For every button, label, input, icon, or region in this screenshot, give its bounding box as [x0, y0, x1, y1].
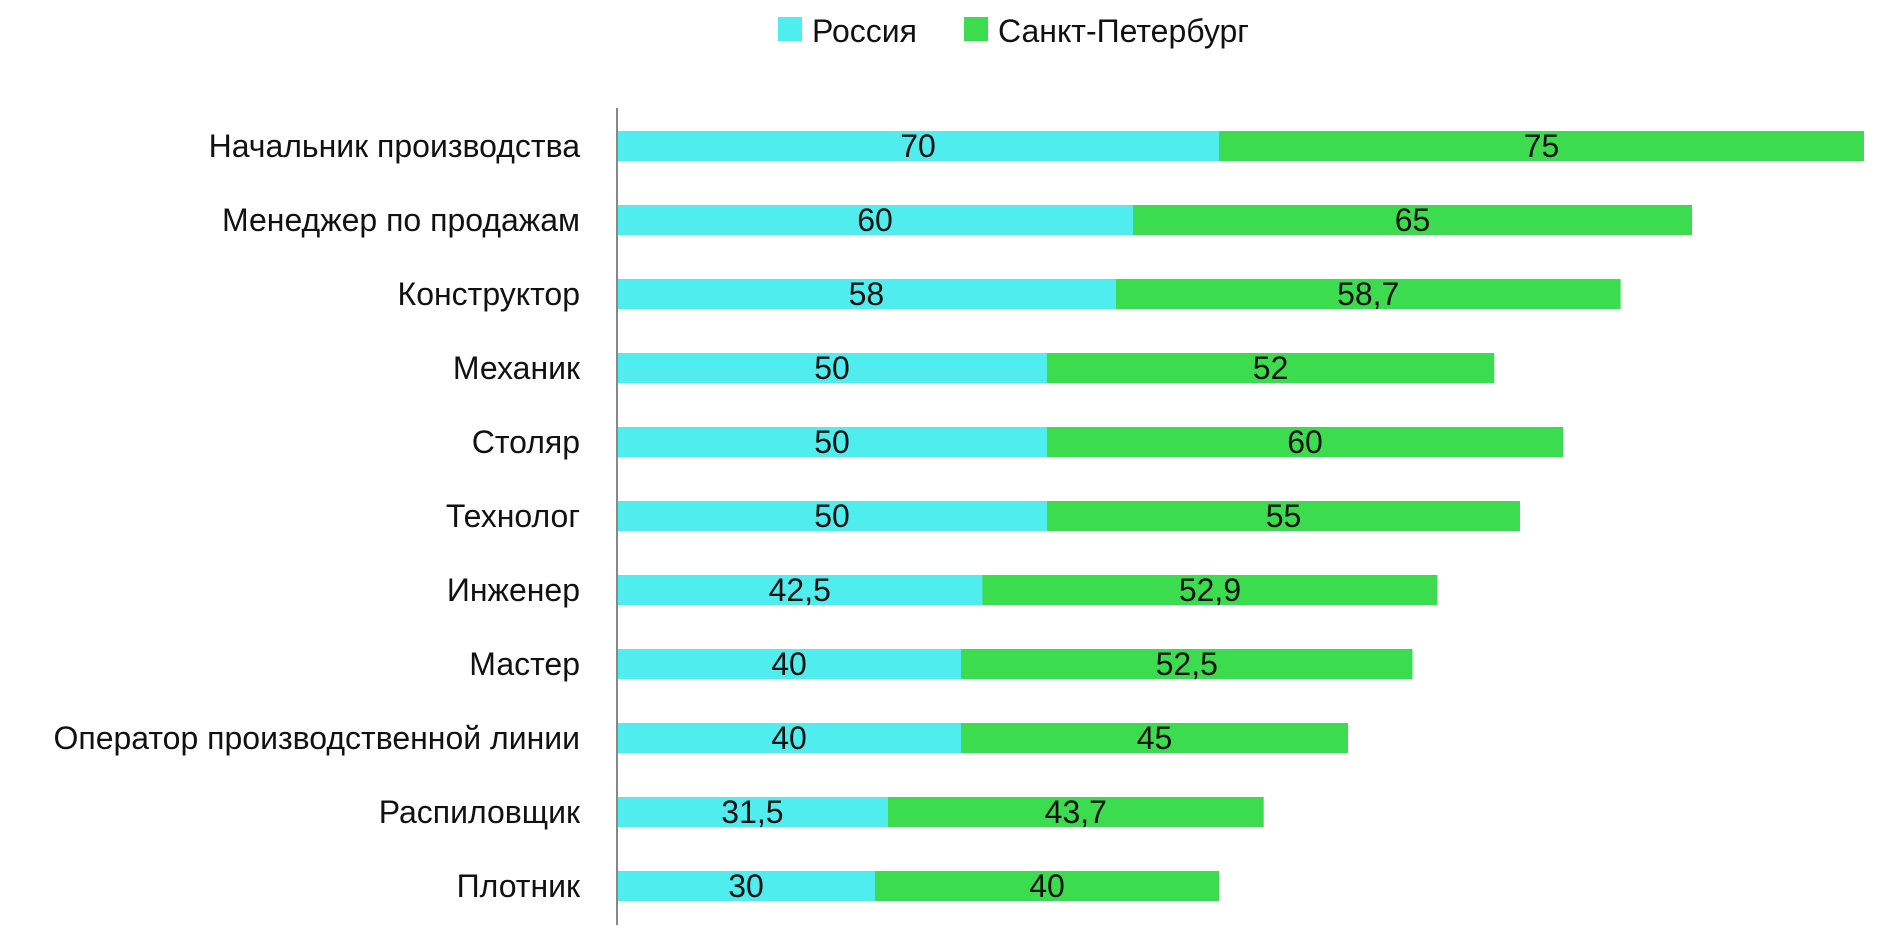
value-label-spb-2: 58,7 [1337, 276, 1399, 312]
value-label-russia-10: 30 [728, 868, 764, 904]
bar-spb-6 [982, 575, 1438, 605]
bar-spb-7 [961, 649, 1413, 679]
value-label-russia-2: 58 [849, 276, 885, 312]
value-label-russia-4: 50 [814, 424, 850, 460]
value-label-spb-10: 40 [1029, 868, 1065, 904]
bar-spb-9 [887, 797, 1264, 827]
value-label-russia-5: 50 [814, 498, 850, 534]
bar-russia-3 [617, 353, 1047, 383]
category-label-9: Распиловщик [379, 794, 581, 830]
category-label-7: Мастер [469, 646, 580, 682]
bar-spb-5 [1047, 501, 1520, 531]
category-label-0: Начальник производства [209, 128, 581, 164]
bars: 70 75 60 65 58 58,7 50 52 50 60 50 55 42,5 52,9 40 52,5… [617, 128, 1864, 904]
category-label-3: Механик [453, 350, 581, 386]
category-label-8: Оператор производственной линии [53, 720, 580, 756]
legend-label-0: Россия [812, 13, 917, 49]
bar-spb-2 [1115, 279, 1621, 309]
legend-swatch-0 [778, 17, 802, 41]
category-labels: Начальник производства Менеджер по продаж… [53, 128, 581, 904]
bar-spb-10 [875, 871, 1219, 901]
value-label-spb-4: 60 [1287, 424, 1323, 460]
legend-label-1: Санкт-Петербург [998, 13, 1249, 49]
bar-russia-7 [617, 649, 961, 679]
value-label-spb-7: 52,5 [1156, 646, 1218, 682]
legend: Россия Санкт-Петербург [778, 13, 1249, 49]
value-label-spb-1: 65 [1395, 202, 1431, 238]
category-label-10: Плотник [457, 868, 581, 904]
value-label-russia-3: 50 [814, 350, 850, 386]
bar-russia-10 [617, 871, 875, 901]
bar-russia-4 [617, 427, 1047, 457]
category-label-2: Конструктор [398, 276, 580, 312]
value-label-spb-3: 52 [1253, 350, 1289, 386]
value-label-russia-1: 60 [857, 202, 893, 238]
bar-spb-0 [1219, 131, 1864, 161]
bar-spb-8 [961, 723, 1348, 753]
value-label-russia-9: 31,5 [721, 794, 783, 830]
value-label-russia-8: 40 [771, 720, 807, 756]
value-label-spb-8: 45 [1137, 720, 1173, 756]
value-label-spb-0: 75 [1524, 128, 1560, 164]
bar-russia-1 [617, 205, 1133, 235]
value-label-russia-0: 70 [900, 128, 936, 164]
bar-russia-2 [617, 279, 1116, 309]
bar-spb-3 [1047, 353, 1495, 383]
bar-spb-4 [1047, 427, 1563, 457]
value-label-russia-7: 40 [771, 646, 807, 682]
bar-russia-0 [617, 131, 1219, 161]
bar-russia-9 [617, 797, 888, 827]
bar-spb-1 [1133, 205, 1692, 235]
category-label-5: Технолог [446, 498, 580, 534]
category-label-6: Инженер [447, 572, 580, 608]
legend-swatch-1 [964, 17, 988, 41]
value-label-spb-9: 43,7 [1045, 794, 1107, 830]
bar-russia-6 [617, 575, 983, 605]
bar-russia-8 [617, 723, 961, 753]
category-label-1: Менеджер по продажам [222, 202, 580, 238]
value-label-russia-6: 42,5 [769, 572, 831, 608]
category-label-4: Столяр [472, 424, 580, 460]
value-label-spb-5: 55 [1266, 498, 1302, 534]
bar-russia-5 [617, 501, 1047, 531]
value-label-spb-6: 52,9 [1179, 572, 1241, 608]
